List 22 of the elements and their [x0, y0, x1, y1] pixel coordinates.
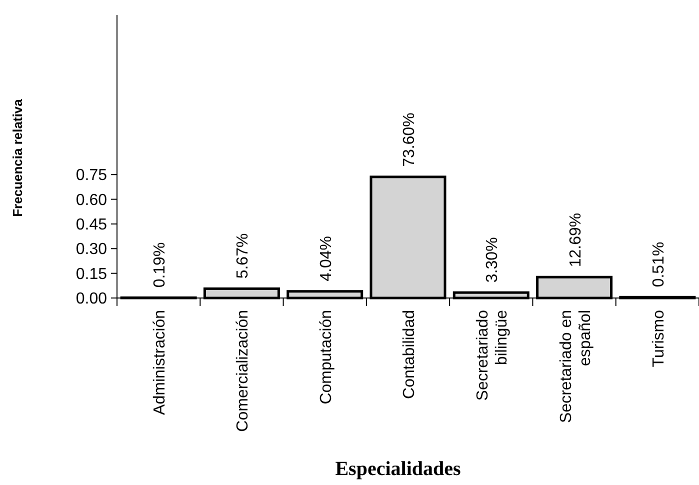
y-tick-label: 0.45 [76, 216, 108, 234]
y-tick-label: 0.15 [76, 266, 108, 283]
data-label: 4.04% [318, 236, 335, 282]
x-tick-label: Computación [318, 310, 335, 404]
data-label: 5.67% [234, 233, 252, 279]
y-tick-label: 0.60 [76, 192, 108, 209]
x-tick-label: Turismo [650, 310, 668, 368]
data-label: 0.51% [650, 242, 668, 288]
data-label: 73.60% [401, 112, 418, 167]
data-label: 12.69% [567, 212, 584, 268]
x-tick-label: Secretariado en español [558, 310, 594, 423]
y-axis-title: Frecuencia relativa [10, 98, 25, 217]
x-tick-label: Administración [152, 310, 169, 415]
data-label: 0.19% [152, 242, 169, 288]
y-tick-label: 0.75 [76, 167, 108, 184]
x-axis-title: Especialidades [335, 458, 462, 480]
y-tick-label: 0.30 [76, 241, 108, 258]
x-tick-label: Comercialización [234, 310, 252, 432]
data-label: 3.30% [484, 237, 502, 283]
x-tick-label: Secretariado bilingüe [474, 310, 511, 401]
y-tick-label: 0.00 [76, 290, 108, 308]
x-tick-label: Contabilidad [401, 310, 418, 399]
